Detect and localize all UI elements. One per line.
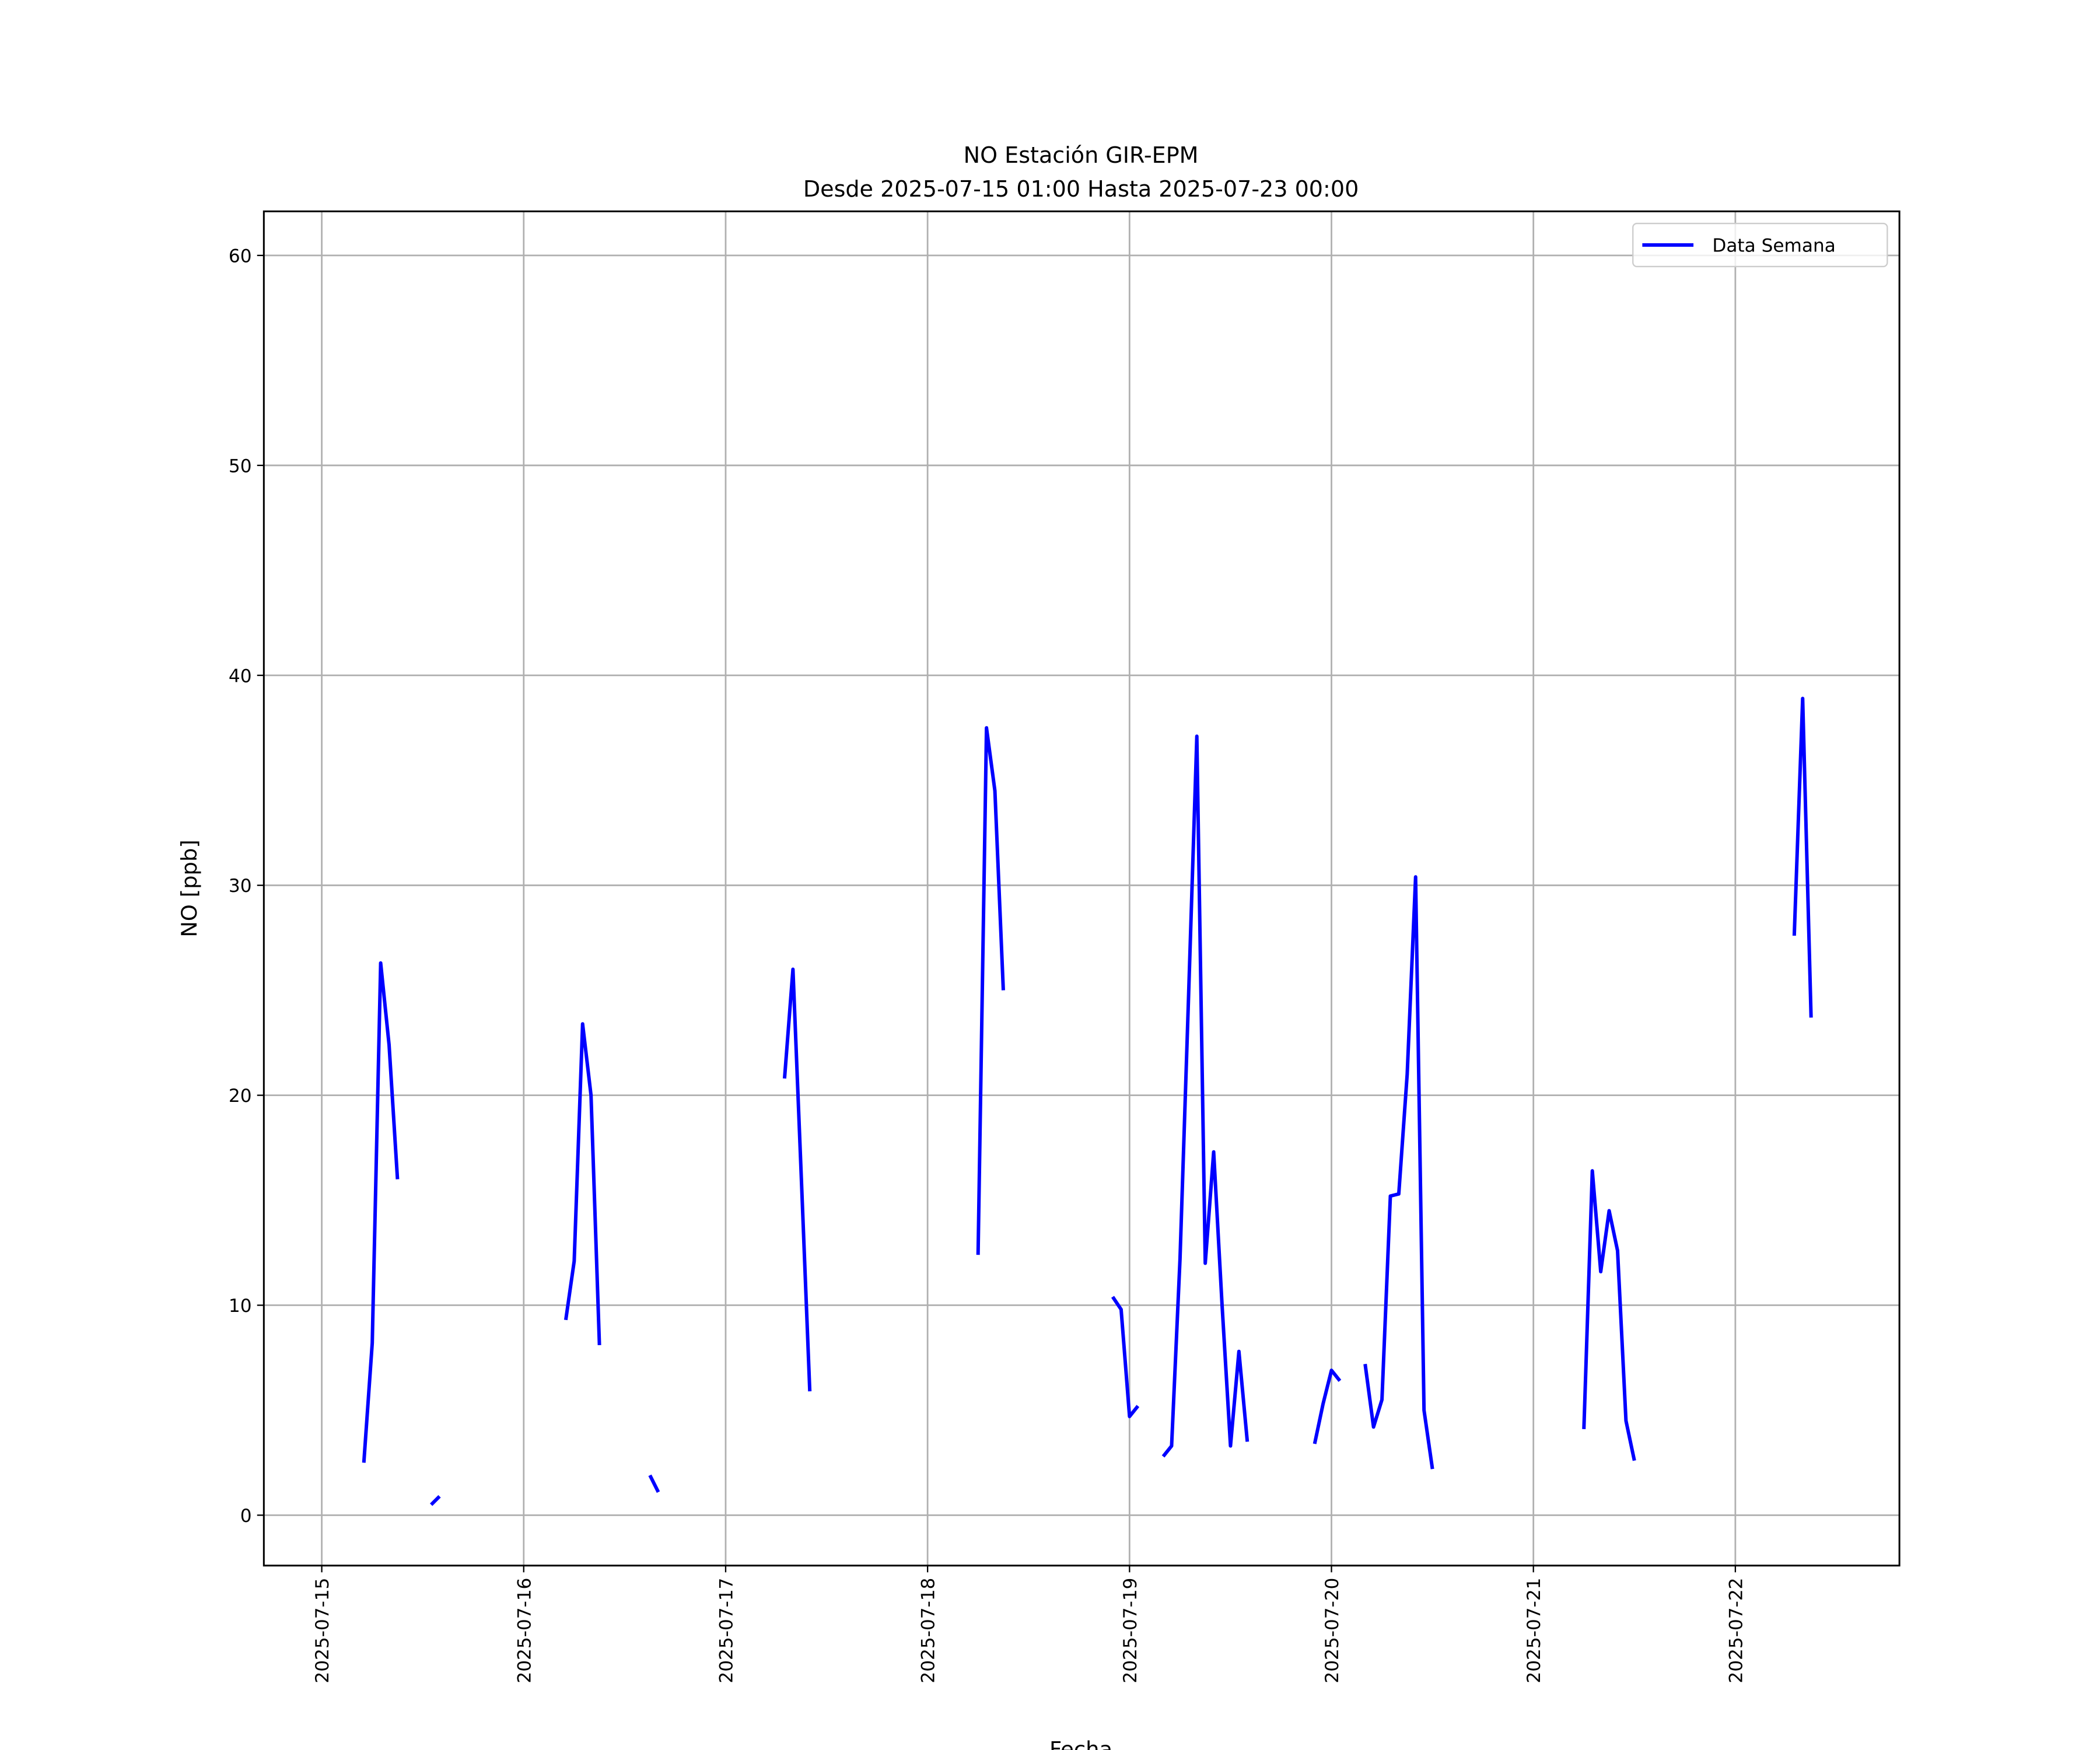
x-axis-label: Fecha <box>1049 1737 1112 1750</box>
legend-box <box>1632 222 1888 268</box>
y-tick-label: 0 <box>240 1506 252 1527</box>
x-tick-label: 2025-07-19 <box>1120 1578 1141 1684</box>
legend: Data Semana <box>1632 222 1888 268</box>
x-tick-label: 2025-07-22 <box>1726 1578 1746 1684</box>
y-tick-label: 10 <box>229 1296 252 1317</box>
y-tick-label: 60 <box>229 246 252 267</box>
x-tick-label: 2025-07-21 <box>1524 1578 1545 1684</box>
y-tick-label: 50 <box>229 456 252 477</box>
data-line <box>362 696 1813 1506</box>
x-tick-label: 2025-07-15 <box>312 1578 333 1684</box>
plot-frame <box>262 210 1901 1567</box>
x-tick-label: 2025-07-16 <box>514 1578 535 1684</box>
y-tick-label: 20 <box>229 1086 252 1107</box>
chart-subtitle: Desde 2025-07-15 01:00 Hasta 2025-07-23 … <box>803 176 1359 202</box>
x-tick-label: 2025-07-17 <box>716 1578 737 1684</box>
chart-title: NO Estación GIR-EPM <box>964 142 1199 168</box>
y-axis-label: NO [ppb] <box>177 839 202 937</box>
x-tick-label: 2025-07-18 <box>918 1578 939 1684</box>
y-tick-label: 40 <box>229 666 252 687</box>
legend-label: Data Semana <box>1712 236 1835 257</box>
x-tick-label: 2025-07-20 <box>1322 1578 1343 1684</box>
y-tick-label: 30 <box>229 876 252 897</box>
